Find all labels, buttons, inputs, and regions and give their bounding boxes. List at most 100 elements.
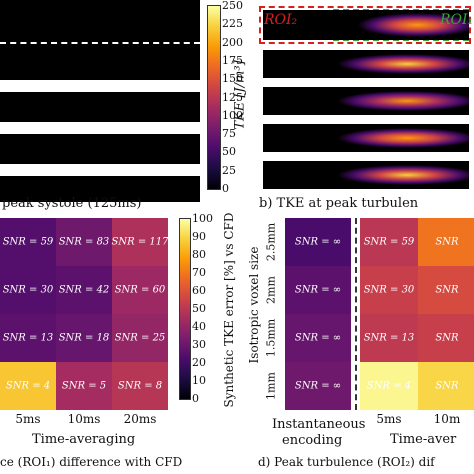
heatmap-d-xtick: 5ms (376, 412, 402, 426)
heatmap-cell (56, 362, 112, 410)
heatmap-cell (285, 218, 351, 266)
heatmap-cell (56, 218, 112, 266)
heatmap-cell (56, 314, 112, 362)
strip-4 (0, 134, 200, 164)
snr-label: SNR = 59 (2, 236, 54, 248)
heatmap-d-ylabel: Isotropic voxel size (247, 246, 261, 364)
tke-tick: 125 (222, 90, 243, 104)
heatmap-cell (360, 314, 418, 362)
tke-tick: 150 (222, 72, 243, 86)
tke-tick: 250 (222, 0, 243, 12)
roi-dashed-line (0, 42, 200, 44)
heatmap-d-ytick: 1mm (264, 372, 278, 400)
snr-label: SNR = 60 (114, 284, 166, 296)
heatmap-cell (418, 266, 474, 314)
heatmap-cell (0, 266, 56, 314)
heatmap-d-ytick: 2.5mm (264, 222, 278, 262)
snr-label: SNR = 25 (114, 332, 166, 344)
error-colorbar-label: Synthetic TKE error [%] vs CFD (222, 212, 236, 408)
roi2-label: ROI₂ (264, 12, 298, 28)
tke-colorbar (207, 5, 221, 190)
heatmap-cell (285, 266, 351, 314)
snr-label: SNR (435, 284, 459, 296)
tke-tick: 200 (222, 35, 243, 49)
strip-3 (0, 92, 200, 122)
heatmap-cell (112, 314, 168, 362)
heatmap-cell (112, 218, 168, 266)
error-tick: 100 (192, 212, 213, 225)
error-tick: 80 (192, 248, 206, 261)
roi1-label: ROI₁ (440, 12, 474, 28)
snr-label: SNR = 30 (363, 284, 415, 296)
turbulence-frame-1 (263, 10, 469, 40)
snr-label: SNR = 83 (58, 236, 110, 248)
heatmap-d-xtick-inst-line2: encoding (282, 433, 343, 448)
heatmap-cell (285, 362, 351, 410)
snr-label: SNR = 117 (111, 236, 169, 248)
heatmap-cell (0, 362, 56, 410)
snr-label: SNR = 4 (366, 380, 412, 392)
turbulence-frame-4 (263, 124, 469, 152)
snr-label: SNR = 42 (58, 284, 110, 296)
panel-c-caption: ce (ROI₁) difference with CFD (0, 455, 183, 469)
tke-tick: 175 (222, 53, 243, 67)
strip-2 (0, 50, 200, 80)
error-tick: 50 (192, 302, 206, 315)
heatmap-cell (285, 314, 351, 362)
heatmap-cell (0, 314, 56, 362)
snr-label: SNR = 4 (5, 380, 51, 392)
heatmap-d-xtick-inst-line1: Instantaneous (272, 417, 366, 432)
heatmap-c-xtick: 5ms (15, 412, 41, 426)
error-colorbar (179, 218, 191, 400)
tke-tick: 75 (222, 127, 236, 141)
heatmap-d-xlabel: Time-aver (390, 432, 457, 447)
turbulence-frame-3 (263, 87, 469, 115)
snr-label: SNR = 59 (363, 236, 415, 248)
heatmap-c-xtick: 20ms (123, 412, 157, 426)
heatmap-cell (418, 314, 474, 362)
panel-d-caption: d) Peak turbulence (ROI₂) dif (258, 455, 435, 469)
snr-label: SNR = 30 (2, 284, 54, 296)
heatmap-cell (360, 362, 418, 410)
heatmap-d-xtick: 10m (433, 412, 461, 426)
snr-label: SNR = 8 (117, 380, 163, 392)
snr-label: SNR = 13 (363, 332, 415, 344)
heatmap-cell (112, 266, 168, 314)
panel-d-divider (355, 218, 357, 410)
error-tick: 60 (192, 284, 206, 297)
heatmap-cell (56, 266, 112, 314)
heatmap-cell (418, 362, 474, 410)
snr-label: SNR = ∞ (294, 332, 342, 344)
turbulence-frame-5 (263, 161, 469, 189)
heatmap-cell (0, 218, 56, 266)
heatmap-cell (360, 218, 418, 266)
heatmap-cell (418, 218, 474, 266)
heatmap-c-xtick: 10ms (67, 412, 101, 426)
error-tick: 10 (192, 374, 206, 387)
snr-label: SNR = ∞ (294, 236, 342, 248)
tke-tick: 225 (222, 17, 243, 31)
error-tick: 0 (192, 392, 199, 405)
panel-b-caption: b) TKE at peak turbulen (259, 196, 419, 211)
tke-tick: 100 (222, 108, 243, 122)
heatmap-cell (360, 266, 418, 314)
roi2-box (259, 6, 471, 44)
snr-label: SNR = 5 (61, 380, 107, 392)
tke-tick: 50 (222, 145, 236, 159)
heatmap-d-ytick: 2mm (264, 276, 278, 304)
snr-label: SNR (435, 332, 459, 344)
error-tick: 40 (192, 320, 206, 333)
turbulence-frame-2 (263, 50, 469, 78)
panel-a-caption: peak systole (125ms) (2, 196, 142, 211)
tke-colorbar-label: TKE [J/m³] (232, 60, 248, 130)
snr-label: SNR = 18 (58, 332, 110, 344)
error-tick: 30 (192, 338, 206, 351)
snr-label: SNR (435, 380, 459, 392)
snr-label: SNR = ∞ (294, 380, 342, 392)
strip-5 (0, 176, 200, 202)
heatmap-cell (112, 362, 168, 410)
tke-tick: 25 (222, 163, 236, 177)
heatmap-c-xlabel: Time-averaging (32, 432, 136, 447)
error-tick: 70 (192, 266, 206, 279)
tke-tick: 0 (222, 182, 229, 195)
